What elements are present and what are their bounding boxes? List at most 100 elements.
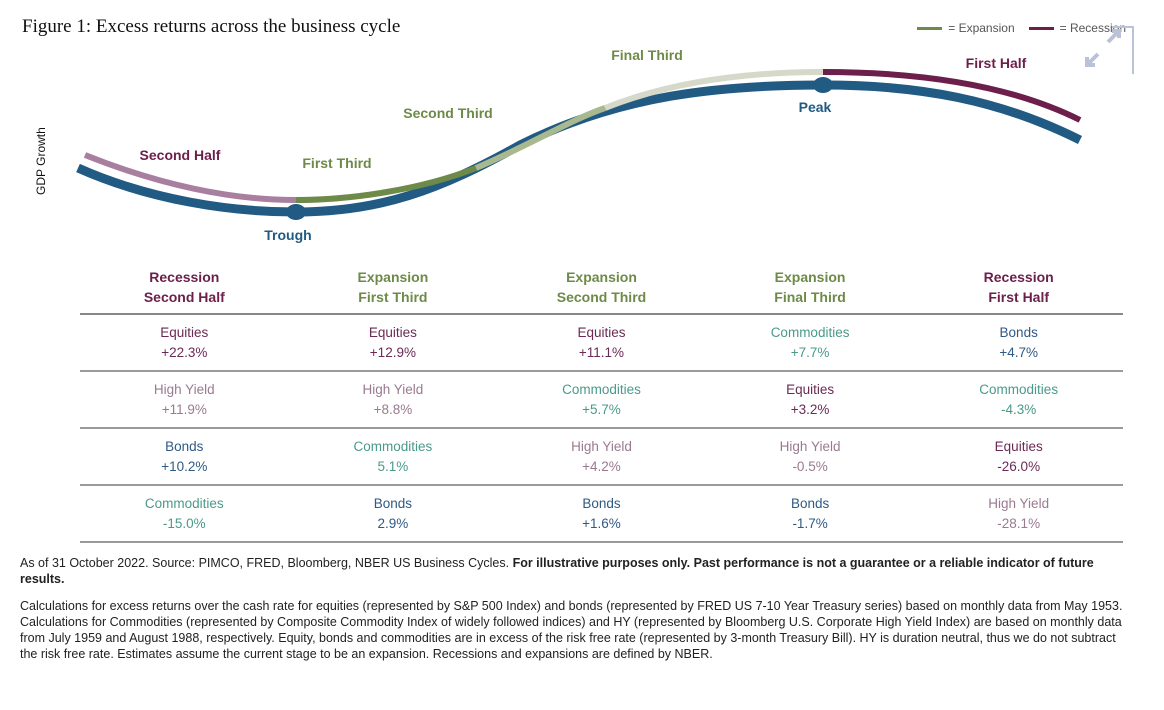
legend-recession: = Recession [1059, 21, 1126, 35]
table-cell: Equities +12.9% [288, 313, 498, 371]
asset-name: Commodities [144, 495, 224, 511]
excess-return: -4.3% [1001, 401, 1037, 417]
label-final-third: Final Third [611, 47, 683, 63]
stage: First Third [358, 289, 428, 305]
table-cell: Commodities 5.1% [288, 427, 498, 485]
phase: Expansion [357, 269, 429, 285]
column-header: Expansion First Third [288, 264, 498, 315]
asset-name: Equities [994, 438, 1043, 454]
table-row: Equities +22.3% Equities +12.9% Equities +11.… [80, 313, 1123, 371]
table-cell: Equities +22.3% [80, 313, 289, 371]
excess-return: -0.5% [792, 458, 828, 474]
asset-name: Commodities [770, 324, 850, 340]
table-cell: Bonds +1.6% [497, 484, 706, 543]
label-peak: Peak [798, 99, 832, 115]
asset-name: Bonds [373, 495, 413, 511]
asset-name: High Yield [153, 381, 215, 397]
stage: Second Third [556, 289, 647, 305]
asset-name: Commodities [562, 381, 641, 397]
excess-return: +4.7% [999, 344, 1039, 360]
excess-return: +5.7% [582, 401, 621, 417]
column-header: Recession First Half [914, 264, 1123, 315]
stage: Final Third [774, 289, 846, 305]
table-cell: Commodities +7.7% [705, 313, 915, 371]
expansion-second-third-segment [474, 105, 606, 171]
phase: Expansion [774, 269, 846, 285]
table-cell: High Yield +8.8% [288, 370, 498, 428]
asset-name: Equities [786, 381, 835, 397]
asset-name: High Yield [362, 381, 424, 397]
excess-return: +10.2% [161, 458, 208, 474]
table-cell: Commodities -15.0% [80, 484, 289, 543]
table-cell: High Yield +4.2% [497, 427, 706, 485]
source-text: As of 31 October 2022. Source: PIMCO, FR… [20, 556, 513, 570]
excess-return: +22.3% [161, 344, 208, 360]
excess-return: 2.9% [377, 515, 409, 531]
table-cell: High Yield +11.9% [80, 370, 289, 428]
peak-marker [813, 77, 833, 93]
table-cell: Equities -26.0% [914, 427, 1123, 485]
excess-return: +12.9% [369, 344, 416, 360]
asset-name: High Yield [779, 438, 841, 454]
phase: Recession [149, 269, 220, 285]
table-row: Bonds +10.2% Commodities 5.1% High Yield +4.2… [80, 427, 1123, 485]
excess-return: +8.8% [373, 401, 413, 417]
label-trough: Trough [264, 227, 312, 243]
table-cell: High Yield -0.5% [705, 427, 915, 485]
recession-second-half-segment [83, 152, 297, 203]
label-second-third: Second Third [403, 105, 493, 121]
recession-swatch [1028, 26, 1054, 30]
table-row: Commodities -15.0% Bonds 2.9% Bonds +1.6% Bond… [80, 484, 1123, 543]
asset-name: Bonds [999, 324, 1038, 340]
excess-return: 5.1% [377, 458, 409, 474]
excess-return: -1.7% [792, 515, 828, 531]
excess-return: +11.9% [161, 401, 207, 417]
label-second-half: Second Half [139, 147, 221, 163]
asset-name: Equities [368, 324, 417, 340]
expand-icon[interactable] [1085, 26, 1134, 74]
expansion-swatch [917, 26, 943, 30]
source-note: As of 31 October 2022. Source: PIMCO, FR… [20, 555, 1130, 587]
table-cell: High Yield -28.1% [914, 484, 1123, 543]
excess-return: -26.0% [997, 458, 1041, 474]
label-first-third: First Third [302, 155, 372, 171]
stage: First Half [988, 289, 1050, 305]
table-cell: Commodities +5.7% [497, 370, 706, 428]
expansion-first-third-segment [295, 165, 478, 203]
disclaimer-text: For illustrative purposes only. Past per… [20, 556, 1094, 586]
phase: Recession [983, 269, 1054, 285]
figure-title: Figure 1: Excess returns across the busi… [22, 16, 401, 37]
table-cell: Bonds +10.2% [80, 427, 289, 485]
excess-return: +4.2% [582, 458, 621, 474]
table-row: High Yield +11.9% High Yield +8.8% Commoditi… [80, 370, 1123, 428]
excess-return: +3.2% [790, 401, 830, 417]
table-cell: Equities +11.1% [497, 313, 706, 371]
excess-return: +7.7% [790, 344, 830, 360]
column-header: Expansion Final Third [705, 264, 915, 315]
expansion-final-third-segment [603, 69, 824, 111]
table-cell: Commodities -4.3% [914, 370, 1123, 428]
table-cell: Equities +3.2% [705, 370, 915, 428]
asset-name: Equities [577, 324, 626, 340]
asset-name: Commodities [353, 438, 433, 454]
excess-return: +1.6% [582, 515, 621, 531]
legend-expansion: = Expansion [948, 21, 1015, 35]
methodology-note: Calculations for excess returns over the… [20, 599, 1123, 661]
legend: = Expansion = Recession [917, 21, 1126, 35]
asset-name: Commodities [979, 381, 1059, 397]
recession-first-half-segment [822, 69, 1082, 123]
stage: Second Half [143, 289, 225, 305]
table-cell: Bonds 2.9% [288, 484, 498, 543]
phase: Expansion [566, 269, 637, 285]
table-cell: Bonds -1.7% [705, 484, 915, 543]
asset-name: High Yield [571, 438, 632, 454]
asset-name: Equities [160, 324, 209, 340]
table-cell: Bonds +4.7% [914, 313, 1123, 371]
column-header: Recession Second Half [80, 264, 289, 315]
excess-return: +11.1% [578, 344, 625, 360]
label-first-half: First Half [965, 55, 1027, 71]
excess-return: -15.0% [162, 515, 206, 531]
trough-marker [286, 204, 306, 220]
asset-name: Bonds [790, 495, 830, 511]
returns-table: Recession Second Half Expansion First Third… [80, 264, 1123, 543]
